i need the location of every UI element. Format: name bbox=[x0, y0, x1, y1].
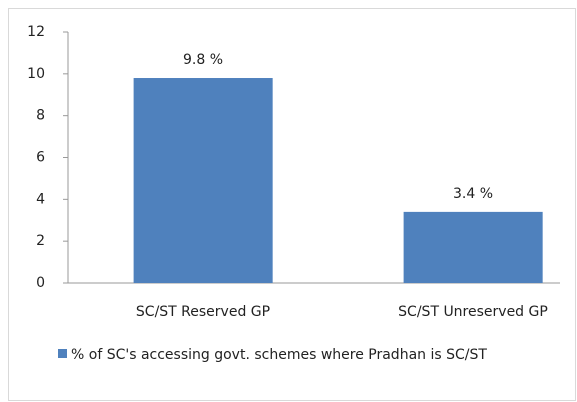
y-tick-label: 6 bbox=[36, 150, 45, 166]
bar bbox=[133, 78, 273, 284]
y-tick-label: 0 bbox=[36, 275, 45, 291]
chart-border bbox=[8, 8, 576, 401]
legend-label: % of SC's accessing govt. schemes where … bbox=[71, 347, 487, 363]
legend: % of SC's accessing govt. schemes where … bbox=[58, 345, 558, 365]
value-label: 9.8 % bbox=[183, 52, 223, 68]
x-tick-label: SC/ST Reserved GP bbox=[136, 304, 270, 320]
y-tick-label: 12 bbox=[27, 24, 45, 40]
bar bbox=[403, 211, 543, 283]
value-label: 3.4 % bbox=[453, 186, 493, 202]
x-tick-label: SC/ST Unreserved GP bbox=[398, 304, 548, 320]
y-tick-label: 4 bbox=[36, 191, 45, 207]
y-tick-label: 8 bbox=[36, 108, 45, 124]
y-tick-label: 2 bbox=[36, 233, 45, 249]
legend-swatch bbox=[58, 349, 67, 358]
y-tick-label: 10 bbox=[27, 66, 45, 82]
